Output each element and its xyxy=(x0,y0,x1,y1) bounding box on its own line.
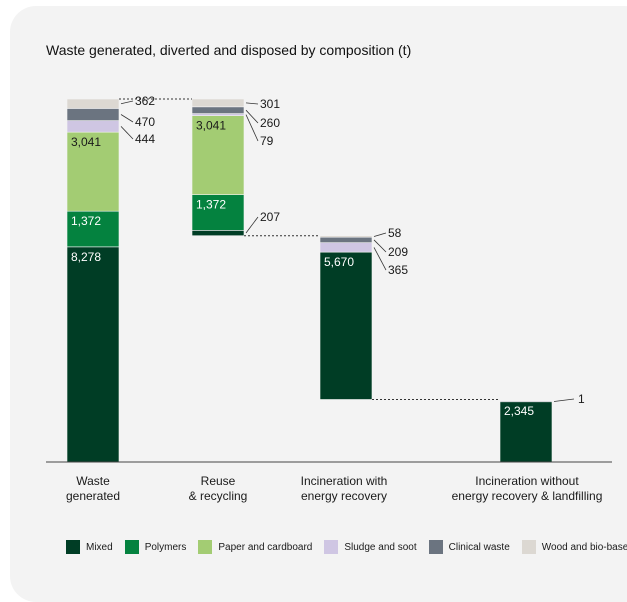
bar-segment-mixed-1 xyxy=(191,230,245,237)
category-label-line: Waste xyxy=(76,474,110,488)
legend-item-polymers: Polymers xyxy=(124,540,187,554)
legend-item-wood: Wood and bio-base xyxy=(521,540,627,554)
bar-segment-paper-1 xyxy=(191,115,245,195)
legend-item-paper: Paper and cardboard xyxy=(198,540,312,554)
value-label-inside-1-1: 1,372 xyxy=(196,198,226,212)
value-label-outside-0-2: 362 xyxy=(135,94,155,108)
legend: Mixed Polymers Paper and cardboard Sludg… xyxy=(66,540,627,554)
value-label-inside-1-2: 3,041 xyxy=(196,119,226,133)
value-label-outside-2-0: 365 xyxy=(388,263,408,277)
bar-segment-polymers-0 xyxy=(66,210,120,248)
category-label-line: Incineration with xyxy=(300,474,388,488)
legend-swatch-polymers xyxy=(124,540,139,554)
bar-segment-wood-2 xyxy=(319,235,373,238)
legend-label-clinical: Clinical waste xyxy=(448,541,510,553)
bar-segment-sludge-2 xyxy=(319,242,373,253)
value-label-outside-3-0: 1 xyxy=(578,392,585,406)
bar-segment-sludge-1 xyxy=(191,113,245,116)
labels-layer: 8,278 1,372 3,041 1,372 3,041 5,670 2,345 444 47… xyxy=(71,94,585,418)
value-label-outside-1-2: 260 xyxy=(260,116,280,130)
bar-segment-polymers-1 xyxy=(191,194,245,231)
category-label-line: Reuse xyxy=(200,474,236,488)
legend-item-mixed: Mixed xyxy=(66,540,113,554)
leader-line-1-3 xyxy=(245,102,259,105)
bar-segment-clinical-0 xyxy=(66,108,120,121)
leader-line-0-2 xyxy=(120,100,134,105)
category-label-line: & recycling xyxy=(188,489,248,503)
legend-swatch-paper xyxy=(198,540,213,554)
category-label-line: Incineration without xyxy=(475,474,579,488)
leader-line-1-1 xyxy=(245,114,259,142)
leader-line-1-2 xyxy=(245,109,259,124)
legend-swatch-sludge xyxy=(324,540,339,554)
bar-segment-wood-0 xyxy=(66,98,120,109)
leader-line-2-0 xyxy=(373,247,387,271)
category-label-1: Reuse & recycling xyxy=(189,474,248,504)
leader-line-0-0 xyxy=(120,126,134,140)
bar-segment-clinical-2 xyxy=(319,236,373,243)
bar-segment-mixed-0 xyxy=(66,246,120,463)
leader-line-3-0 xyxy=(553,398,575,402)
value-label-inside-0-1: 1,372 xyxy=(71,214,101,228)
legend-label-polymers: Polymers xyxy=(144,541,187,553)
value-label-outside-0-0: 444 xyxy=(135,132,155,146)
legend-label-wood: Wood and bio-base xyxy=(541,541,627,553)
category-label-3: Incineration without energy recovery & la… xyxy=(452,474,603,504)
bar-segment-clinical-3 xyxy=(499,400,553,403)
value-label-outside-1-1: 79 xyxy=(260,134,274,148)
value-label-inside-3-0: 2,345 xyxy=(504,404,534,418)
category-label-0: Waste generated xyxy=(66,474,120,504)
value-label-inside-0-2: 3,041 xyxy=(71,135,101,149)
bars-layer xyxy=(66,98,553,463)
leader-line-0-1 xyxy=(120,114,134,123)
bar-segment-clinical-1 xyxy=(191,106,245,114)
value-label-outside-0-1: 470 xyxy=(135,115,155,129)
value-label-inside-2-0: 5,670 xyxy=(324,255,354,269)
category-label-line: generated xyxy=(65,489,121,503)
category-label-2: Incineration with energy recovery xyxy=(301,474,388,504)
leader-line-2-2 xyxy=(373,232,387,237)
legend-label-paper: Paper and cardboard xyxy=(218,541,313,553)
category-label-line: energy recovery & landfilling xyxy=(451,489,603,503)
value-label-outside-2-1: 209 xyxy=(388,245,408,259)
legend-label-mixed: Mixed xyxy=(86,541,113,553)
chart-title: Waste generated, diverted and disposed b… xyxy=(46,42,412,58)
leader-line-2-1 xyxy=(373,239,387,253)
value-label-inside-0-0: 8,278 xyxy=(71,250,101,264)
bar-segment-sludge-0 xyxy=(66,120,120,133)
legend-item-clinical: Clinical waste xyxy=(428,540,510,554)
leader-line-1-0 xyxy=(245,216,259,234)
legend-swatch-mixed xyxy=(66,540,80,554)
connectors-layer xyxy=(119,98,500,400)
bar-segment-paper-0 xyxy=(66,131,120,212)
legend-label-sludge: Sludge and soot xyxy=(344,541,417,553)
category-label-line: energy recovery xyxy=(300,489,388,503)
legend-swatch-wood xyxy=(521,540,536,554)
bar-segment-wood-1 xyxy=(191,98,245,108)
legend-swatch-clinical xyxy=(428,540,443,554)
value-label-outside-2-2: 58 xyxy=(388,226,402,240)
legend-item-sludge: Sludge and soot xyxy=(324,540,417,554)
value-label-outside-1-3: 301 xyxy=(260,97,280,111)
bar-segment-mixed-2 xyxy=(319,251,373,400)
value-label-outside-1-0: 207 xyxy=(260,210,280,224)
